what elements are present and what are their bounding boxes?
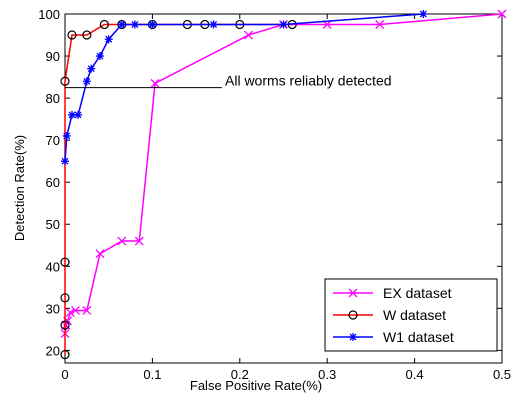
y-tick-label: 90 <box>46 49 60 64</box>
marker <box>62 131 71 140</box>
marker <box>82 77 91 86</box>
marker <box>148 20 157 29</box>
legend-label: W dataset <box>383 307 446 323</box>
marker-stroke <box>67 110 76 119</box>
marker <box>87 64 96 73</box>
x-tick-label: 0 <box>61 367 68 382</box>
marker <box>60 320 70 330</box>
x-tick-label: 0.4 <box>406 367 424 382</box>
marker <box>82 30 92 40</box>
marker <box>375 20 385 29</box>
marker <box>244 30 253 40</box>
x-tick-label: 0.2 <box>231 367 249 382</box>
y-tick-label: 70 <box>46 133 60 148</box>
marker <box>348 288 358 298</box>
y-tick-label: 50 <box>46 217 60 232</box>
x-tick-label: 0.1 <box>143 367 161 382</box>
y-axis-label: Detection Rate(%) <box>12 135 27 241</box>
marker-stroke <box>134 236 144 246</box>
marker-stroke <box>148 20 157 29</box>
marker-stroke <box>419 10 428 18</box>
legend: EX dataset W dataset W1 dataset <box>324 278 498 352</box>
marker-stroke <box>62 131 71 140</box>
marker <box>104 35 113 44</box>
marker <box>60 349 70 360</box>
y-tick-label: 80 <box>46 91 60 106</box>
marker <box>71 305 80 315</box>
marker <box>60 76 70 86</box>
marker-stroke <box>82 305 92 315</box>
marker-stroke <box>87 64 96 73</box>
marker <box>65 308 75 318</box>
marker-stroke <box>279 20 288 29</box>
annotation: All worms reliably detected <box>225 73 392 89</box>
marker <box>130 20 139 29</box>
marker <box>209 20 218 29</box>
marker <box>150 78 160 88</box>
marker <box>95 249 105 259</box>
marker <box>60 257 70 267</box>
x-axis-label: False Positive Rate(%) <box>190 378 322 393</box>
marker <box>348 310 358 320</box>
marker <box>82 305 92 315</box>
marker-stroke <box>130 20 139 29</box>
marker <box>134 236 144 246</box>
legend-label: W1 dataset <box>383 329 454 345</box>
marker-stroke <box>95 249 105 259</box>
marker-stroke <box>117 236 127 246</box>
marker-stroke <box>61 157 69 166</box>
marker-stroke <box>104 35 113 44</box>
y-tick-label: 30 <box>46 301 60 316</box>
marker-stroke <box>349 333 357 341</box>
legend-label: EX dataset <box>383 285 452 301</box>
marker <box>497 9 507 19</box>
marker <box>279 20 288 29</box>
marker <box>349 333 357 341</box>
marker-stroke <box>117 20 126 29</box>
y-tick-label: 100 <box>38 7 60 22</box>
marker <box>419 10 428 18</box>
y-tick-label: 20 <box>46 343 60 358</box>
marker <box>95 52 104 61</box>
marker <box>61 157 69 166</box>
marker-stroke <box>244 30 253 40</box>
marker-stroke <box>95 52 104 61</box>
marker <box>74 110 83 119</box>
marker-stroke <box>497 9 507 19</box>
marker <box>117 20 126 29</box>
marker <box>67 30 77 40</box>
x-tick-label: 0.3 <box>318 367 336 382</box>
marker <box>67 110 76 119</box>
y-tick-label: 40 <box>46 259 60 274</box>
marker <box>60 293 70 303</box>
marker-stroke <box>82 77 91 86</box>
marker-stroke <box>71 305 80 315</box>
marker-stroke <box>375 20 385 29</box>
marker <box>99 19 109 30</box>
x-tick-label: 0.5 <box>493 367 511 382</box>
marker-stroke <box>150 78 160 88</box>
marker <box>117 236 127 246</box>
marker-stroke <box>74 110 83 119</box>
y-tick-label: 60 <box>46 175 60 190</box>
marker-stroke <box>65 308 75 318</box>
marker-stroke <box>348 288 358 298</box>
marker-stroke <box>209 20 218 29</box>
